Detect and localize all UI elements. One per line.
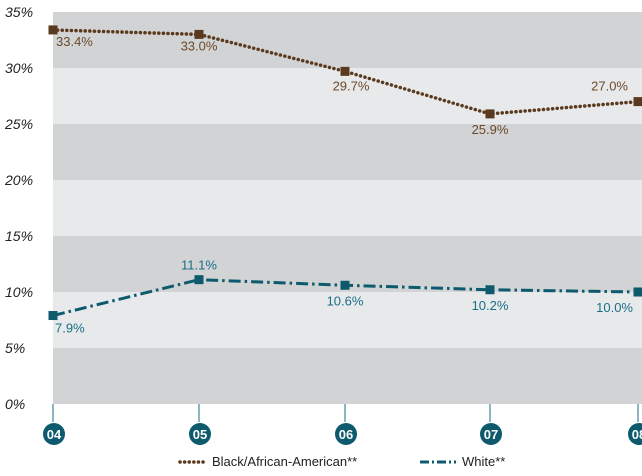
data-point (48, 311, 58, 321)
y-tick-label: 25% (4, 116, 33, 132)
x-tick-label: 05 (193, 427, 207, 442)
data-point (633, 97, 642, 107)
y-tick-label: 30% (5, 60, 33, 76)
data-point (485, 285, 495, 295)
data-point (48, 25, 58, 35)
legend-label-black: Black/African-American** (212, 454, 358, 469)
data-label: 29.7% (333, 78, 370, 93)
data-label: 27.0% (591, 79, 628, 94)
data-label: 33.0% (181, 38, 218, 53)
y-tick-label: 15% (5, 228, 33, 244)
data-point (340, 66, 350, 76)
y-tick-label: 0% (5, 396, 25, 412)
line-chart: 0%5%10%15%20%25%30%35% 0405060708 33.4%3… (4, 4, 642, 445)
grid-band (53, 124, 642, 180)
plot-background-bands (53, 12, 642, 404)
x-category-badge (335, 423, 357, 445)
x-category-badge (189, 423, 211, 445)
series-layer: 33.4% 33.0% 29.7% 25.9% 27.0% 7.9% 11.1% 10.6% 1… (48, 25, 642, 336)
x-tick-label: 04 (47, 427, 62, 442)
data-label: 10.2% (472, 298, 509, 313)
data-point (194, 275, 204, 285)
grid-band (53, 12, 642, 68)
x-category-badge (628, 423, 642, 445)
legend-label-white: White** (462, 454, 506, 469)
data-point (194, 29, 204, 39)
legend-item-white: White** (418, 454, 505, 469)
data-label: 10.0% (596, 300, 633, 315)
x-tick-label: 08 (632, 427, 642, 442)
data-point (340, 280, 350, 290)
data-point (485, 109, 495, 119)
data-label: 25.9% (472, 122, 509, 137)
x-tick-label: 07 (484, 427, 498, 442)
y-tick-label: 10% (5, 284, 33, 300)
legend: Black/African-American** White** (0, 451, 642, 475)
legend-item-black: Black/African-American** (178, 454, 357, 469)
series-line (51, 28, 640, 116)
grid-band (53, 68, 642, 124)
data-label: 33.4% (56, 34, 93, 49)
x-category-badge (43, 423, 65, 445)
x-category-badge (480, 423, 502, 445)
grid-band (53, 180, 642, 236)
data-label: 10.6% (327, 293, 364, 308)
y-tick-label: 20% (4, 172, 33, 188)
data-label: 7.9% (55, 321, 85, 336)
grid-band (53, 292, 642, 348)
x-tick-label: 06 (339, 427, 353, 442)
y-tick-label: 35% (5, 4, 33, 20)
grid-band (53, 348, 642, 404)
y-axis: 0% 5% 10% 15% 20% 25% 30% 35% (4, 4, 33, 412)
y-tick-label: 5% (5, 340, 25, 356)
data-label: 11.1% (181, 258, 217, 273)
data-point (633, 287, 642, 297)
legend-swatch-dashdot (420, 460, 456, 463)
x-axis: 04 05 06 07 08 (43, 404, 642, 445)
legend-swatch-dotted (178, 459, 208, 464)
